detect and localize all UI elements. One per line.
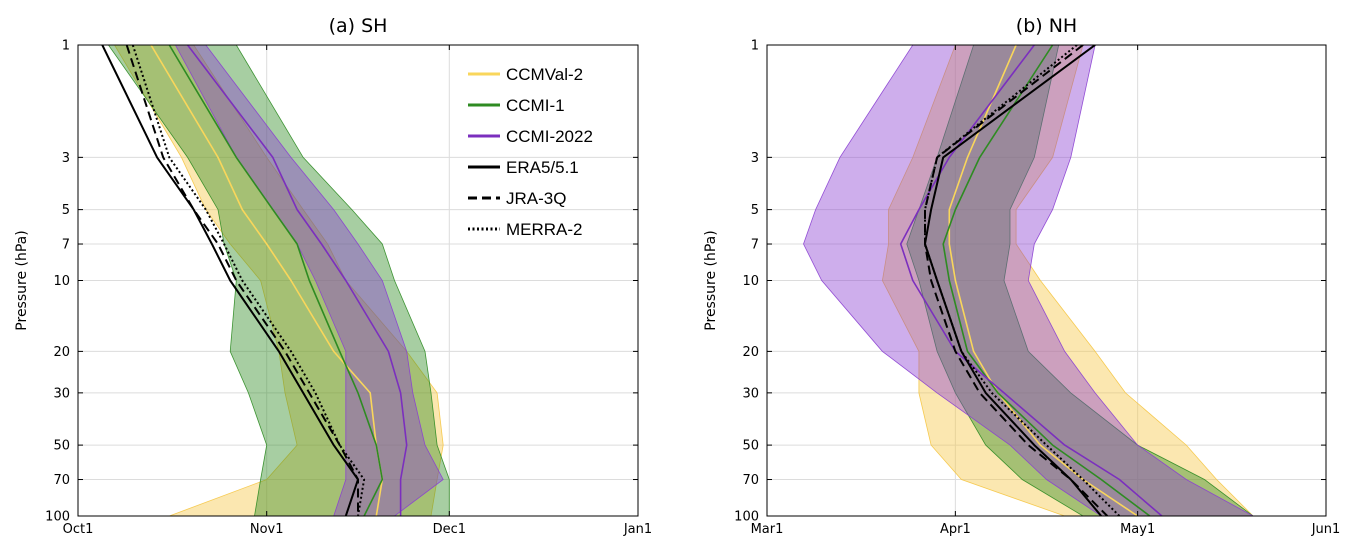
series-line-ccmi-1 [942,45,1151,516]
y-tick-label: 50 [53,439,70,454]
x-tick-label: Jan1 [623,522,652,537]
band-ccmi-1 [906,45,1254,516]
series-line-jra-3q [125,45,359,516]
y-tick-label: 10 [742,274,759,289]
legend: CCMVal-2 CCMI-1 CCMI-2022 ERA5/5.1 JRA-3Q MER… [468,65,593,239]
y-tick-label: 50 [742,439,759,454]
y-tick-label: 70 [742,473,759,488]
y-axis-label: Pressure (hPa) [14,230,30,330]
legend-label: JRA-3Q [506,189,566,208]
x-tick-label: Mar1 [751,522,784,537]
series-line-ccmi-2022 [899,45,1163,516]
panel-sh: Oct1 Nov1 Dec1 Jan1 1 3 5 7 10 20 30 50 70 100 (a) SH P… [14,15,652,537]
x-tick-label: Nov1 [250,522,284,537]
y-tick-label: 1 [62,39,70,54]
y-tick-label: 5 [62,203,70,218]
y-tick-label: 1 [751,39,759,54]
series-line-merra-2 [924,45,1121,516]
plot-content [803,45,1254,516]
chart-title: (a) SH [329,15,388,37]
series-line-jra-3q [924,45,1109,516]
y-tick-label: 5 [751,203,759,218]
plot-content [101,45,450,516]
y-tick-label: 3 [62,151,70,166]
series-line-era5-5-1 [101,45,359,516]
y-tick-label: 7 [62,238,70,253]
x-tick-label: May1 [1120,522,1155,537]
y-tick-label: 20 [742,345,759,360]
panel-nh: Mar1 Apr1 May1 Jun1 1 3 5 7 10 20 30 50 70 100 (b) NH P… [703,15,1340,537]
band-ccmval-2 [881,45,1254,516]
x-tick-label: Dec1 [433,522,466,537]
band-ccmval-2 [114,45,444,516]
band-ccmi-1 [107,45,450,516]
y-tick-label: 3 [751,151,759,166]
y-tick-label: 20 [53,345,70,360]
y-tick-label: 7 [751,238,759,253]
legend-label: ERA5/5.1 [506,158,579,177]
series-line-ccmi-2022 [186,45,408,516]
x-tick-label: Oct1 [63,522,94,537]
y-tick-label: 70 [53,473,70,488]
legend-label: CCMI-1 [506,96,565,115]
chart-title: (b) NH [1016,15,1077,37]
series-line-merra-2 [131,45,366,516]
y-tick-label: 30 [53,386,70,401]
x-tick-label: Jun1 [1311,522,1341,537]
x-tick-label: Apr1 [940,522,971,537]
legend-label: CCMI-2022 [506,127,593,146]
band-ccmi-2022 [803,45,1254,516]
y-tick-label: 30 [742,386,759,401]
y-axis-label: Pressure (hPa) [703,230,719,330]
y-tick-label: 100 [734,510,759,525]
y-tick-label: 10 [53,274,70,289]
series-line-ccmi-1 [168,45,384,516]
legend-label: MERRA-2 [506,220,583,239]
series-line-ccmval-2 [948,45,1139,516]
legend-label: CCMVal-2 [506,65,583,84]
y-tick-label: 100 [45,510,70,525]
